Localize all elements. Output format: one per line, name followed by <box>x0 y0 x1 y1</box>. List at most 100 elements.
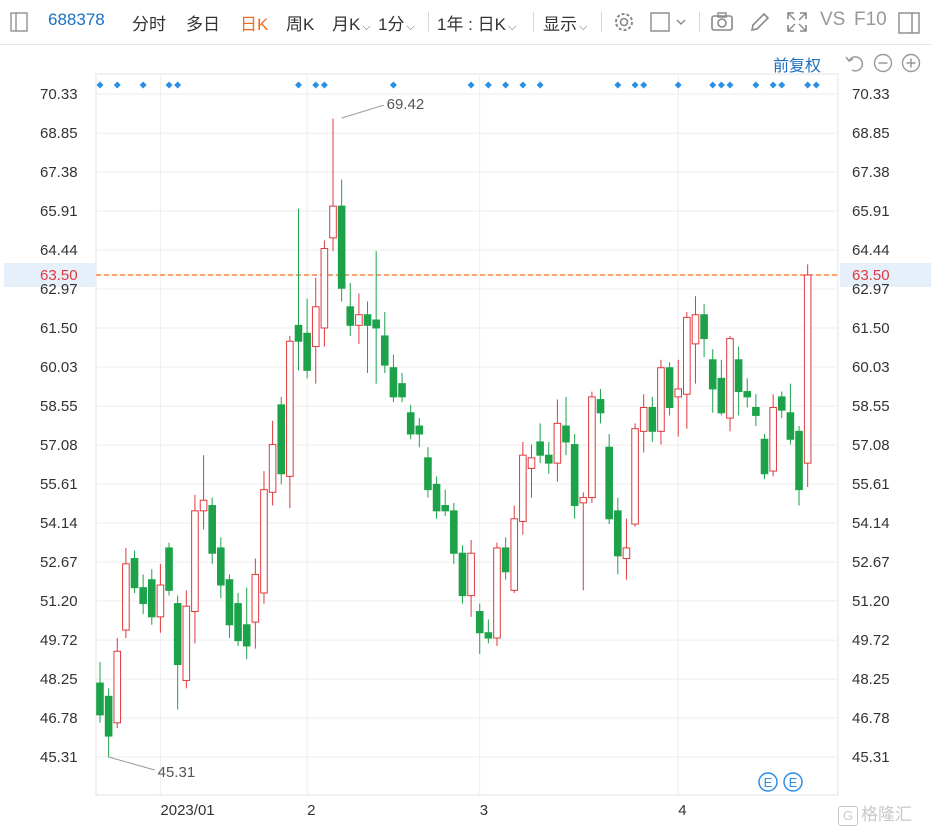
y-tick-label-right: 68.85 <box>852 125 890 142</box>
kline-chart[interactable]: 70.33 68.85 67.38 65.91 64.44 62.97 61.50 60.03… <box>0 44 931 831</box>
candle-body-down <box>752 406 760 416</box>
candle-body-up <box>579 497 588 504</box>
undo-icon[interactable] <box>844 52 866 74</box>
toolbar-divider <box>699 12 700 32</box>
y-tick-label-right: 49.72 <box>852 632 890 649</box>
tab-weekly-k[interactable]: 周K <box>286 15 315 34</box>
vs-compare-button[interactable]: VS <box>820 9 846 30</box>
color-box-icon[interactable] <box>650 10 690 34</box>
candle-body-up <box>657 367 665 432</box>
tab-monthly-k[interactable]: 月K ⌵ <box>332 10 371 35</box>
fuquan-toggle[interactable]: 前复权 <box>773 58 822 75</box>
camera-icon[interactable] <box>710 10 734 34</box>
event-marker-diamond <box>312 81 320 89</box>
watermark-logo: G 格隆汇 <box>838 800 912 826</box>
candle-body-down <box>786 412 795 440</box>
candle-body-up <box>674 388 683 398</box>
kline-chart-area[interactable]: 70.33 68.85 67.38 65.91 64.44 62.97 61.50 60.03… <box>0 44 931 831</box>
event-marker-diamond <box>804 81 812 89</box>
event-circle-icon <box>783 772 803 792</box>
y-tick-label-left: 70.33 <box>40 86 78 103</box>
y-tick-label-right: 57.08 <box>852 437 890 454</box>
event-circle-label: E <box>789 775 798 790</box>
event-marker-diamond <box>294 81 302 89</box>
current-price-label-left: 63.50 <box>40 267 78 284</box>
current-price-band-right <box>840 262 931 287</box>
pen-draw-icon[interactable] <box>748 10 772 34</box>
event-marker-diamond <box>502 81 510 89</box>
display-select[interactable]: 显示 ⌵ <box>543 10 587 35</box>
display-select-label: 显示 <box>543 15 577 34</box>
candle-body-down <box>665 367 674 408</box>
candle-body-up <box>268 444 277 493</box>
chevron-down-icon: ⌵ <box>507 21 517 33</box>
candle-body-down <box>147 579 156 618</box>
stock-code[interactable]: 688378 <box>48 10 105 29</box>
range-select-label: 1年 : 日K <box>437 15 506 34</box>
tab-daily-k[interactable]: 日K <box>240 15 269 34</box>
candle-body-up <box>493 547 501 639</box>
candle-body-down <box>139 587 147 605</box>
settings-gear-icon[interactable] <box>612 10 636 34</box>
event-circle-icon <box>758 772 778 792</box>
y-tick-label-left: 60.03 <box>40 359 78 376</box>
chevron-down-icon: ⌵ <box>362 21 371 33</box>
minute-select[interactable]: 1分 ⌵ <box>378 10 415 35</box>
candle-body-down <box>208 505 216 554</box>
candle-body-up <box>631 428 639 525</box>
candle-body-up <box>260 489 268 594</box>
y-tick-label-left: 67.38 <box>40 164 78 181</box>
high-annotation-label: 69.42 <box>387 96 425 113</box>
price-annotations: 69.42 45.31 E E <box>108 96 803 792</box>
y-tick-label-right: 62.97 <box>852 281 890 298</box>
candle-body-up <box>510 518 519 591</box>
event-marker-diamond <box>536 81 544 89</box>
y-tick-label-left: 46.78 <box>40 710 78 727</box>
candle-body-down <box>303 332 311 371</box>
candle-body-down <box>406 412 415 435</box>
current-price-band-left <box>4 262 96 287</box>
candle-body-down <box>424 457 432 491</box>
candle-body-up <box>769 406 777 472</box>
candle-body-up <box>588 396 596 499</box>
low-annotation-leader <box>108 756 155 771</box>
panel-toggle-icon[interactable] <box>898 12 920 34</box>
candle-body-up <box>553 422 562 464</box>
tab-monthly-k-label: 月K <box>332 15 361 34</box>
y-tick-label-right: 52.67 <box>852 554 890 571</box>
candle-body-up <box>311 306 320 348</box>
event-marker-diamond <box>640 81 648 89</box>
candle-body-down <box>372 319 380 329</box>
zoom-in-icon[interactable] <box>900 52 922 74</box>
y-tick-label-right: 70.33 <box>852 86 890 103</box>
tab-intraday[interactable]: 分时 <box>132 15 166 34</box>
watermark-text: 格隆汇 <box>861 805 912 824</box>
y-tick-label-left: 64.44 <box>40 242 78 259</box>
y-tick-label-left: 58.55 <box>40 398 78 415</box>
y-tick-label-right: 65.91 <box>852 203 890 220</box>
tab-multi-day[interactable]: 多日 <box>186 15 220 34</box>
event-marker-diamond <box>139 81 147 89</box>
candle-body-up <box>467 552 475 597</box>
event-marker-diamond <box>778 81 786 89</box>
x-tick-label: 4 <box>678 802 686 819</box>
x-axis: 2023/01 2 3 4 <box>160 802 686 819</box>
f10-button[interactable]: F10 <box>854 9 887 30</box>
y-tick-label-right: 61.50 <box>852 320 890 337</box>
fullscreen-icon[interactable] <box>785 10 809 34</box>
candle-body-down <box>501 547 510 573</box>
candle-body-down <box>708 359 717 390</box>
sidebar-toggle-icon[interactable] <box>10 12 28 32</box>
zoom-out-icon[interactable] <box>872 52 894 74</box>
candle-body-up <box>251 573 260 623</box>
y-tick-label-left: 61.50 <box>40 320 78 337</box>
range-select[interactable]: 1年 : 日K ⌵ <box>437 10 516 35</box>
candle-body-up <box>122 563 130 631</box>
toolbar-divider <box>533 12 534 32</box>
candle-body-up <box>355 314 363 326</box>
chevron-down-icon: ⌵ <box>406 21 415 33</box>
candle-body-up <box>199 499 208 512</box>
y-tick-label-left: 65.91 <box>40 203 78 220</box>
candle-body-down <box>389 367 398 398</box>
candle-body-down <box>173 603 182 666</box>
